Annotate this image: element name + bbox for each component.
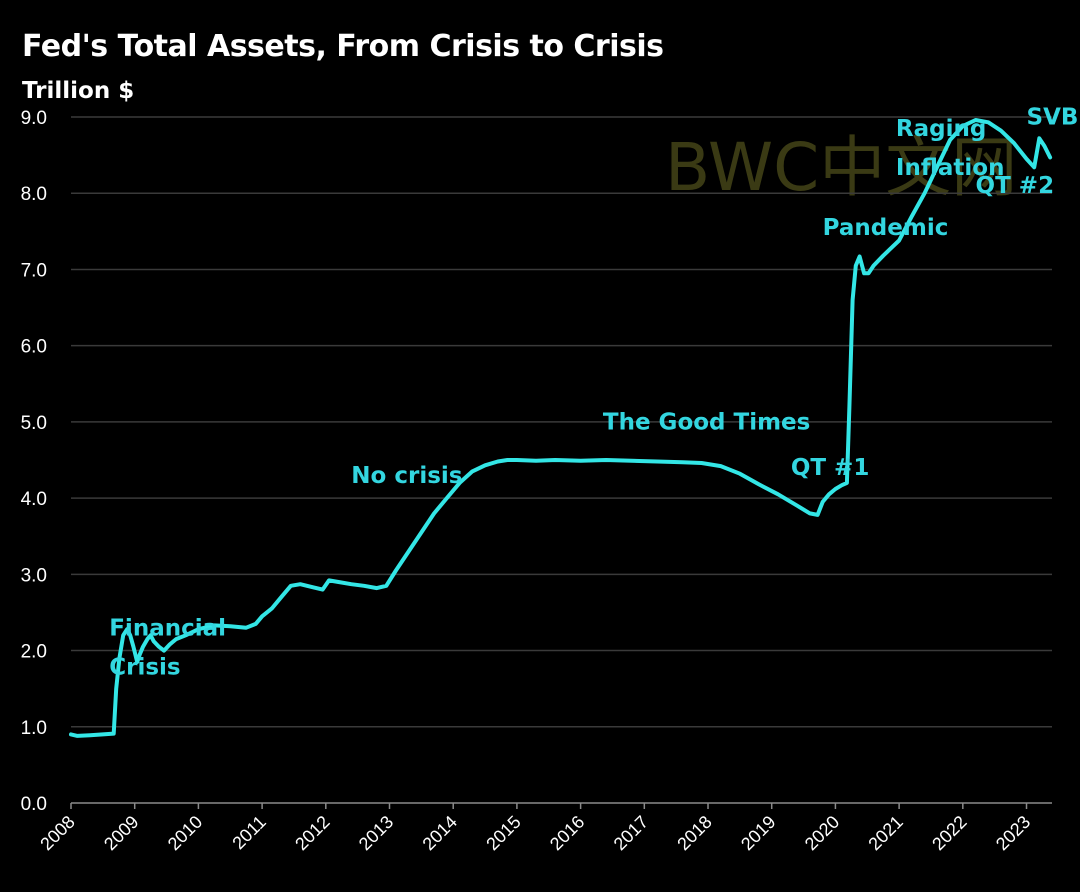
annotation-label: SVB [1027,105,1079,131]
y-axis-unit-label: Trillion $ [22,78,134,104]
x-tick-label: 2018 [673,812,715,854]
annotation-label: QT #1 [791,455,870,481]
y-tick-label: 6.0 [21,337,47,358]
annotation-label: QT #2 [976,173,1055,199]
x-tick-label: 2012 [291,812,333,854]
y-tick-label: 8.0 [21,184,47,205]
x-tick-label: 2009 [100,812,142,854]
annotation-line: The Good Times [603,410,810,436]
x-tick-label: 2017 [610,812,652,854]
x-tick-label: 2014 [419,812,461,854]
y-tick-label: 0.0 [21,794,47,815]
y-tick-labels: 0.0 1.0 2.0 3.0 4.0 5.0 6.0 7.0 8.0 9.0 [21,108,47,815]
x-tick-label: 2011 [228,812,270,854]
x-tick-label: 2013 [355,812,397,854]
x-tick-label: 2015 [482,812,524,854]
x-tick-label: 2023 [992,812,1034,854]
x-tick-labels: 2008 2009 2010 2011 2012 2013 2014 2015 2016 2017… [36,812,1034,854]
annotation-line: QT #2 [976,173,1055,199]
y-tick-label: 1.0 [21,718,47,739]
annotation-line: QT #1 [791,455,870,481]
y-tick-label: 7.0 [21,260,47,281]
annotation-label: The Good Times [603,410,810,436]
annotation-line: Financial [109,615,226,641]
y-tick-label: 9.0 [21,108,47,129]
x-tick-label: 2020 [801,812,843,854]
annotation-label: No crisis [351,463,462,489]
series-line [69,118,1053,738]
annotations: Financial Crisis No crisis The Good Times QT… [109,105,1078,681]
chart-title: Fed's Total Assets, From Crisis to Crisi… [22,29,664,64]
annotation-line: SVB [1027,105,1079,131]
x-tick-label: 2016 [546,812,588,854]
y-tick-label: 3.0 [21,565,47,586]
annotation-line: No crisis [351,463,462,489]
annotation-label: Financial Crisis [109,615,226,680]
y-tick-label: 2.0 [21,642,47,663]
annotation-line: Raging [896,116,986,142]
x-tick-label: 2008 [36,812,78,854]
grid-lines [71,116,1052,728]
annotation-line: Crisis [109,654,180,680]
annotation-label: Pandemic [823,215,949,241]
annotation-label: Raging Inflation [896,116,1005,181]
series-lines [69,118,1053,738]
annotation-line: Pandemic [823,215,949,241]
x-tick-label: 2010 [164,812,206,854]
x-tick-label: 2022 [928,812,970,854]
axes [70,802,1052,809]
y-tick-label: 5.0 [21,413,47,434]
x-tick-label: 2019 [737,812,779,854]
annotation-line: Inflation [896,155,1005,181]
x-tick-label: 2021 [864,812,906,854]
y-tick-label: 4.0 [21,489,47,510]
